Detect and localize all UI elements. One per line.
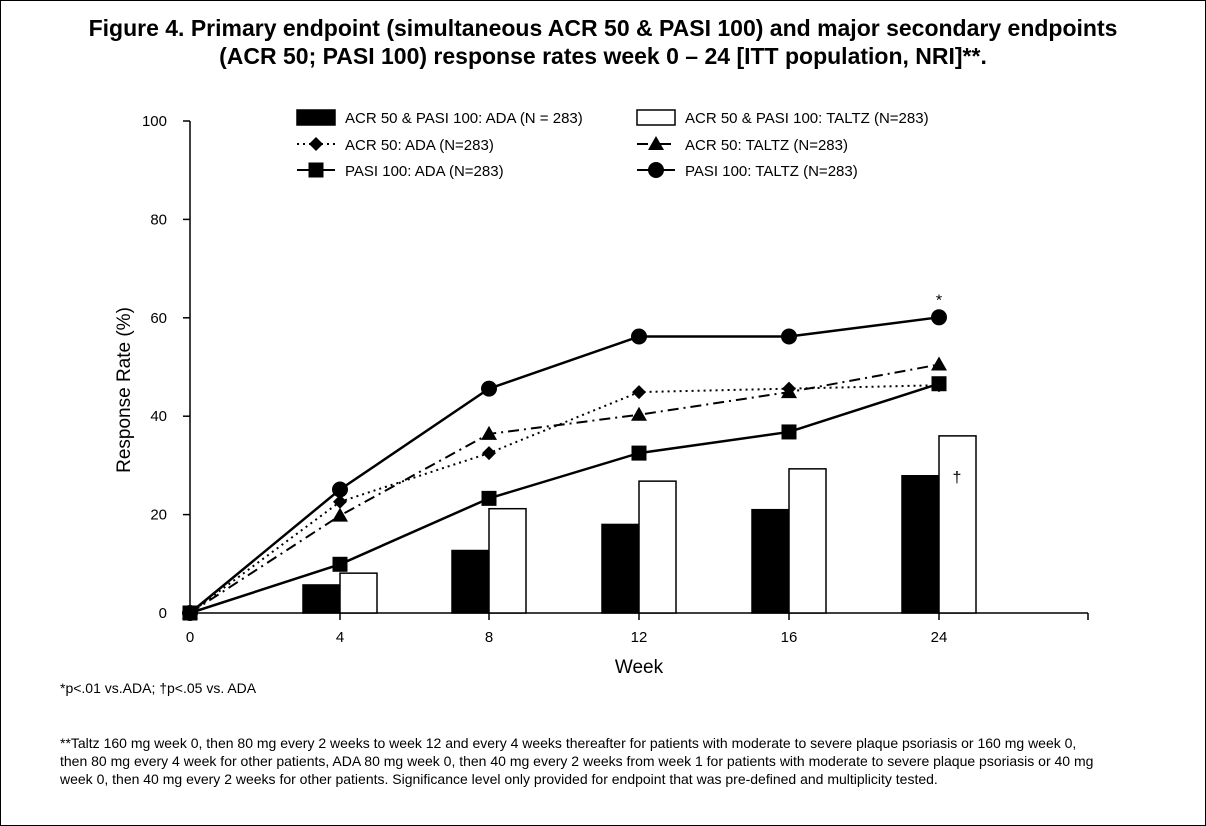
legend-acr50-taltz: ACR 50: TALTZ (N=283) xyxy=(637,136,848,154)
y-tick-label: 100 xyxy=(142,113,167,130)
y-tick-label: 20 xyxy=(150,507,167,524)
marker-circle xyxy=(481,380,497,397)
marker-square xyxy=(332,556,348,572)
marker-triangle xyxy=(481,425,497,440)
title-line-1: Figure 4. Primary endpoint (simultaneous… xyxy=(88,15,1118,41)
line-square-series xyxy=(189,382,940,615)
y-tick-label: 40 xyxy=(150,408,167,425)
y-tick-label: 60 xyxy=(150,310,167,327)
bar-taltz xyxy=(488,507,527,614)
y-tick-label: 80 xyxy=(150,211,167,228)
bar-taltz xyxy=(638,480,677,614)
legend: ACR 50 & PASI 100: ADA (N = 283) ACR 50 &… xyxy=(296,109,929,180)
marker-triangle xyxy=(931,356,947,371)
line-circle-series xyxy=(189,316,940,614)
bar-ada xyxy=(451,549,490,614)
bar-ada xyxy=(751,508,790,614)
line-triangle-series xyxy=(189,363,940,614)
legend-pasi100-taltz: PASI 100: TALTZ (N=283) xyxy=(637,162,858,180)
x-axis-label: Week xyxy=(615,657,664,678)
marker-circle xyxy=(931,309,947,326)
bar-taltz xyxy=(339,572,378,614)
marker-diamond xyxy=(482,446,496,461)
marker-triangle xyxy=(631,406,647,421)
annotations: *† xyxy=(936,293,962,487)
legend-label: ACR 50: TALTZ (N=283) xyxy=(685,137,848,154)
legend-acr50-ada: ACR 50: ADA (N=283) xyxy=(297,137,494,154)
bar-ada xyxy=(601,523,640,614)
marker-triangle xyxy=(781,384,797,399)
title-line-2: (ACR 50; PASI 100) response rates week 0… xyxy=(219,43,987,69)
legend-label: PASI 100: ADA (N=283) xyxy=(345,163,504,180)
legend-label: ACR 50 & PASI 100: ADA (N = 283) xyxy=(345,110,583,127)
annotation-dagger: † xyxy=(953,470,962,487)
marker-square xyxy=(781,424,797,440)
legend-label: ACR 50: ADA (N=283) xyxy=(345,137,494,154)
bar-taltz xyxy=(938,435,977,614)
bar-ada xyxy=(302,584,341,614)
markers xyxy=(182,309,947,621)
legend-bar-taltz: ACR 50 & PASI 100: TALTZ (N=283) xyxy=(636,109,929,127)
bars xyxy=(302,435,977,614)
legend-label: PASI 100: TALTZ (N=283) xyxy=(685,163,858,180)
x-tick-label: 12 xyxy=(631,629,648,646)
marker-diamond xyxy=(333,494,347,509)
marker-triangle xyxy=(332,507,348,522)
annotation-asterisk: * xyxy=(936,293,942,310)
marker-square xyxy=(481,490,497,506)
bar-taltz xyxy=(788,468,827,614)
marker-circle xyxy=(781,328,797,345)
lines xyxy=(189,316,940,615)
marker-circle xyxy=(332,481,348,498)
x-tick-label: 16 xyxy=(781,629,798,646)
legend-marker-triangle xyxy=(648,136,664,150)
x-tick-label: 24 xyxy=(931,629,948,646)
legend-swatch xyxy=(636,109,676,126)
footnote-significance: *p<.01 vs.ADA; †p<.05 vs. ADA xyxy=(60,680,257,696)
figure-title: Figure 4. Primary endpoint (simultaneous… xyxy=(0,14,1206,70)
marker-circle xyxy=(631,328,647,345)
legend-pasi100-ada: PASI 100: ADA (N=283) xyxy=(297,162,504,180)
marker-square xyxy=(631,445,647,461)
legend-marker-square xyxy=(308,162,324,178)
legend-marker-circle xyxy=(648,162,664,178)
marker-circle xyxy=(182,605,198,621)
footnote-dosing: **Taltz 160 mg week 0, then 80 mg every … xyxy=(60,735,1094,787)
x-tick-label: 0 xyxy=(186,629,194,646)
legend-label: ACR 50 & PASI 100: TALTZ (N=283) xyxy=(685,110,929,127)
legend-swatch xyxy=(296,109,336,126)
marker-square xyxy=(931,376,947,392)
y-axis-label: Response Rate (%) xyxy=(114,307,135,473)
bar-ada xyxy=(901,474,940,614)
x-tick-label: 4 xyxy=(336,629,344,646)
marker-diamond xyxy=(632,385,646,400)
y-tick-label: 0 xyxy=(159,605,167,622)
x-tick-label: 8 xyxy=(485,629,493,646)
legend-marker-diamond xyxy=(309,137,323,151)
legend-bar-ada: ACR 50 & PASI 100: ADA (N = 283) xyxy=(296,109,583,127)
